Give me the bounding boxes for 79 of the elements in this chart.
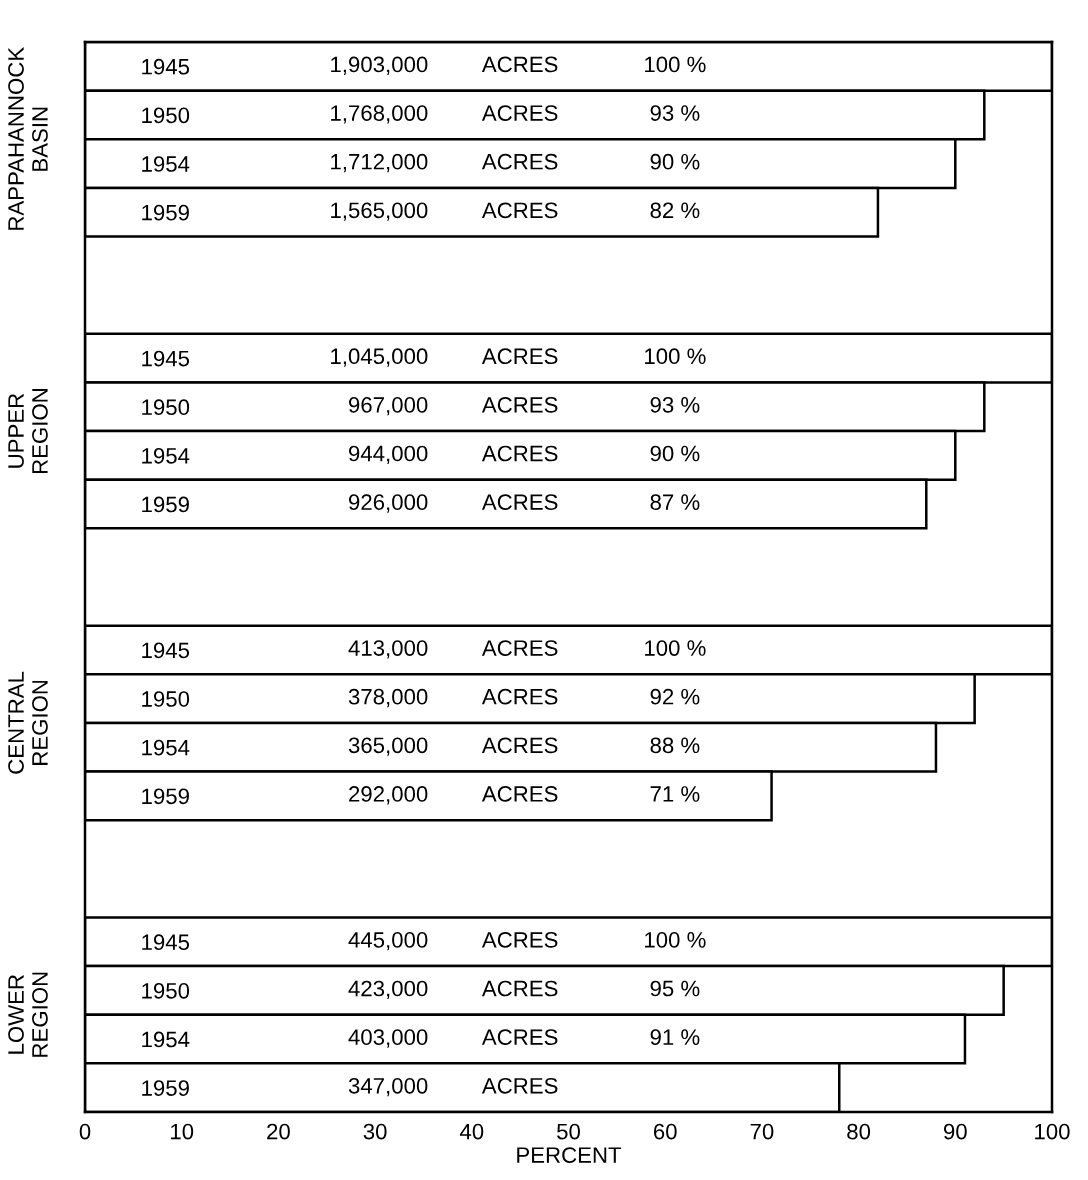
- data-label: 71 %: [650, 786, 700, 802]
- data-label: 87 %: [650, 494, 700, 511]
- x-tick-label: 10: [171, 1123, 194, 1140]
- y-tick-label: 1945: [142, 934, 190, 951]
- data-label: 88 %: [650, 737, 700, 754]
- annotation: 967,000: [349, 397, 428, 416]
- annotation: ACRES: [481, 1077, 558, 1094]
- y-tick-label: 1954: [142, 1031, 190, 1048]
- y-tick-label: 1945: [142, 58, 190, 75]
- data-label: 92 %: [650, 688, 700, 705]
- annotation: 1,712,000: [331, 153, 428, 173]
- annotation: 378,000: [348, 688, 428, 708]
- annotation: 347,000: [348, 1077, 428, 1097]
- annotation: ACRES: [481, 445, 558, 462]
- y-tick-label: 1950: [142, 691, 190, 707]
- annotation: 1,768,000: [331, 105, 428, 124]
- y-tick-label: 1954: [142, 447, 190, 464]
- annotation: 445,000: [348, 932, 428, 951]
- annotation: ACRES: [481, 1029, 558, 1046]
- data-label: 100 %: [645, 56, 706, 73]
- annotation: ACRES: [481, 397, 558, 413]
- data-label: 95 %: [650, 980, 700, 997]
- data-label: 91 %: [650, 1029, 700, 1046]
- y-tick-label: 1950: [142, 107, 190, 124]
- text: RAPPAHANNOCK BASIN: [8, 47, 48, 230]
- annotation: ACRES: [481, 105, 558, 121]
- annotation: ACRES: [481, 348, 558, 365]
- annotation: 403,000: [348, 1029, 428, 1048]
- data-label: 90 %: [650, 445, 700, 462]
- x-tick-label: 0: [79, 1123, 91, 1140]
- x-tick-label: 70: [750, 1123, 774, 1140]
- annotation: 1,565,000: [331, 202, 428, 221]
- annotation: ACRES: [481, 640, 558, 656]
- annotation: 1,903,000: [331, 56, 428, 75]
- data-label: 100 %: [645, 932, 706, 948]
- annotation: ACRES: [481, 932, 558, 948]
- x-tick-label: 40: [459, 1123, 484, 1140]
- y-tick-label: 1959: [142, 788, 189, 805]
- text: CENTRAL REGION: [8, 671, 48, 774]
- annotation: 292,000: [349, 786, 428, 805]
- y-tick-label: 1959: [142, 204, 189, 221]
- data-label: 82 %: [650, 202, 700, 219]
- annotation: ACRES: [481, 980, 558, 997]
- x-tick-label: 20: [267, 1123, 290, 1140]
- y-tick-label: 1959: [142, 496, 189, 513]
- data-label: 100 %: [645, 640, 706, 656]
- annotation: 1,045,000: [331, 348, 428, 367]
- y-tick-label: 1945: [142, 642, 190, 659]
- x-tick-label: 80: [847, 1123, 871, 1140]
- y-tick-label: 1959: [142, 1080, 189, 1096]
- x-tick-label: 30: [363, 1123, 387, 1140]
- data-label: 93 %: [650, 105, 700, 121]
- text: UPPER REGION: [8, 389, 48, 474]
- data-label: 100 %: [645, 348, 706, 365]
- annotation: ACRES: [481, 153, 558, 170]
- y-tick-label: 1950: [142, 399, 190, 416]
- annotation: 944,000: [349, 445, 428, 464]
- annotation: ACRES: [481, 494, 558, 511]
- annotation: ACRES: [481, 737, 558, 754]
- y-tick-label: 1945: [142, 350, 190, 367]
- x-tick-label: 60: [653, 1123, 677, 1140]
- annotation: ACRES: [481, 202, 558, 219]
- data-label: 93 %: [650, 397, 700, 413]
- x-tick-label: 50: [557, 1123, 580, 1140]
- annotation: 413,000: [348, 640, 428, 659]
- annotation: ACRES: [481, 56, 558, 73]
- annotation: 926,000: [349, 494, 428, 513]
- annotation: 365,000: [348, 737, 428, 756]
- annotation: ACRES: [481, 786, 558, 802]
- text: LOWER REGION: [8, 972, 48, 1057]
- annotation: 423,000: [348, 980, 428, 999]
- annotation: ACRES: [481, 688, 558, 705]
- data-label: 90 %: [650, 153, 700, 170]
- y-tick-label: 1950: [142, 982, 190, 999]
- x-tick-label: 100: [1035, 1123, 1070, 1140]
- y-tick-label: 1954: [142, 739, 190, 756]
- x-tick-label: 90: [943, 1123, 967, 1140]
- y-tick-label: 1954: [142, 156, 190, 172]
- x-axis-title: PERCENT: [517, 1147, 622, 1163]
